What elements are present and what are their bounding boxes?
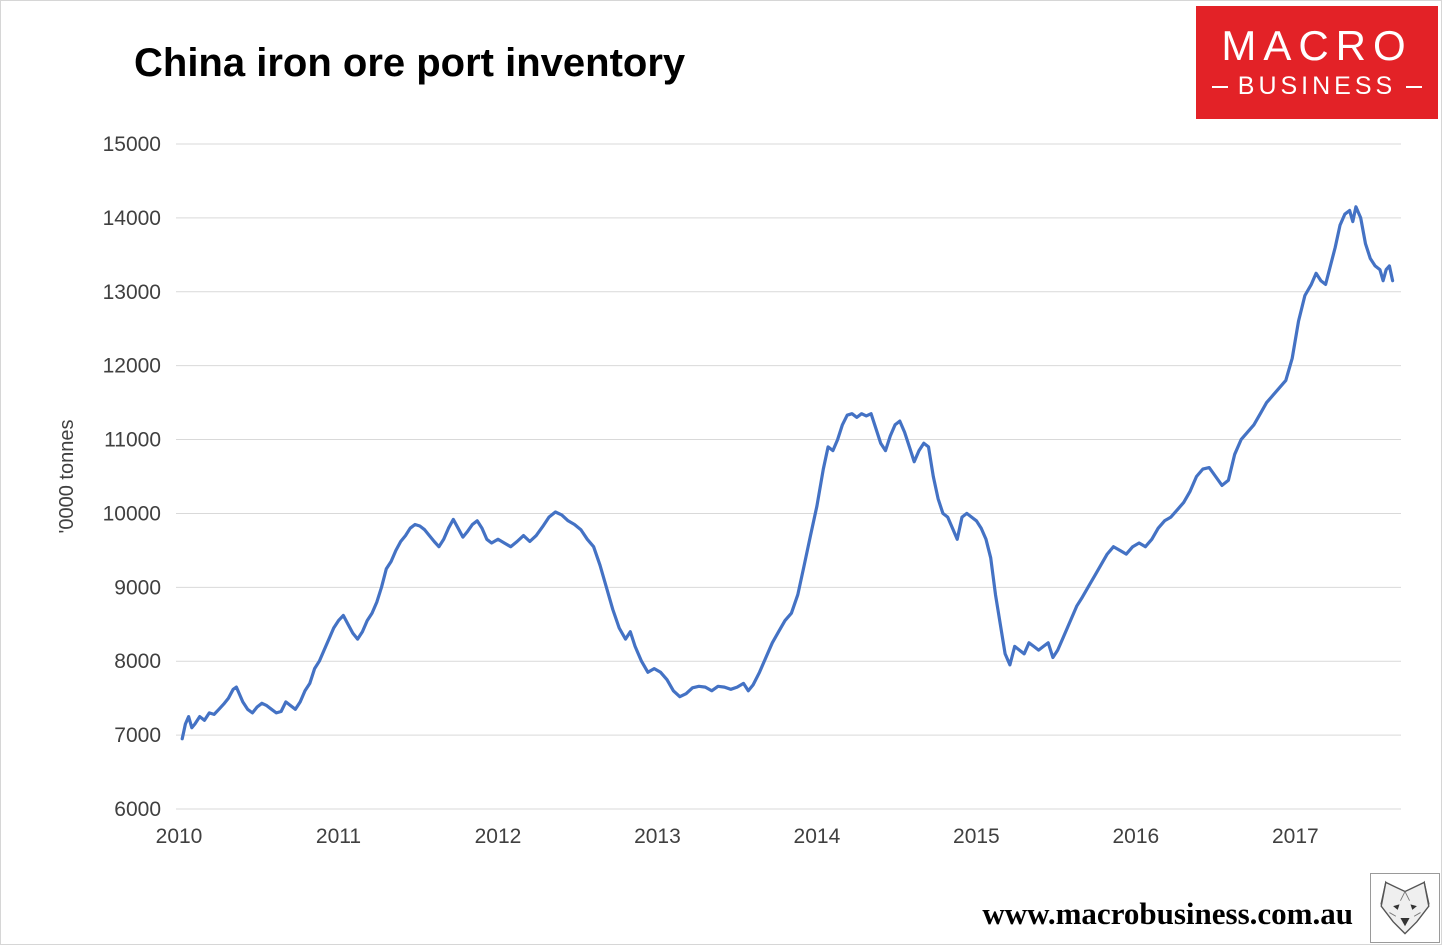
y-axis-title: '0000 tonnes	[56, 420, 78, 534]
y-tick-label: 14000	[103, 207, 161, 230]
y-tick-label: 7000	[114, 724, 161, 747]
logo-text-business-row: BUSINESS	[1212, 72, 1422, 101]
y-tick-label: 12000	[103, 355, 161, 378]
y-tick-label: 6000	[114, 798, 161, 821]
x-tick-label: 2016	[1113, 825, 1160, 848]
series-line	[180, 205, 1395, 741]
x-tick-label: 2013	[634, 825, 681, 848]
logo-rule-right	[1406, 85, 1422, 88]
x-tick-label: 2012	[475, 825, 522, 848]
logo-text-macro: MACRO	[1221, 21, 1413, 69]
x-tick-label: 2017	[1272, 825, 1319, 848]
wolf-icon	[1380, 880, 1430, 935]
logo-rule-left	[1212, 85, 1228, 88]
x-tick-label: 2015	[953, 825, 1000, 848]
x-tick-label: 2011	[316, 825, 361, 848]
x-tick-label: 2014	[794, 825, 841, 848]
y-tick-label: 8000	[114, 650, 161, 673]
y-tick-label: 10000	[103, 502, 161, 525]
y-tick-label: 13000	[103, 281, 161, 304]
page-title: China iron ore port inventory	[134, 41, 686, 85]
site-url: www.macrobusiness.com.au	[982, 896, 1353, 931]
y-tick-label: 9000	[114, 576, 161, 599]
x-tick-label: 2010	[156, 825, 203, 848]
y-tick-label: 15000	[103, 133, 161, 156]
wolf-logo	[1370, 873, 1440, 943]
logo-text-business: BUSINESS	[1237, 72, 1397, 101]
y-tick-label: 11000	[104, 429, 161, 452]
macrobusiness-logo: MACRO BUSINESS	[1196, 6, 1438, 119]
